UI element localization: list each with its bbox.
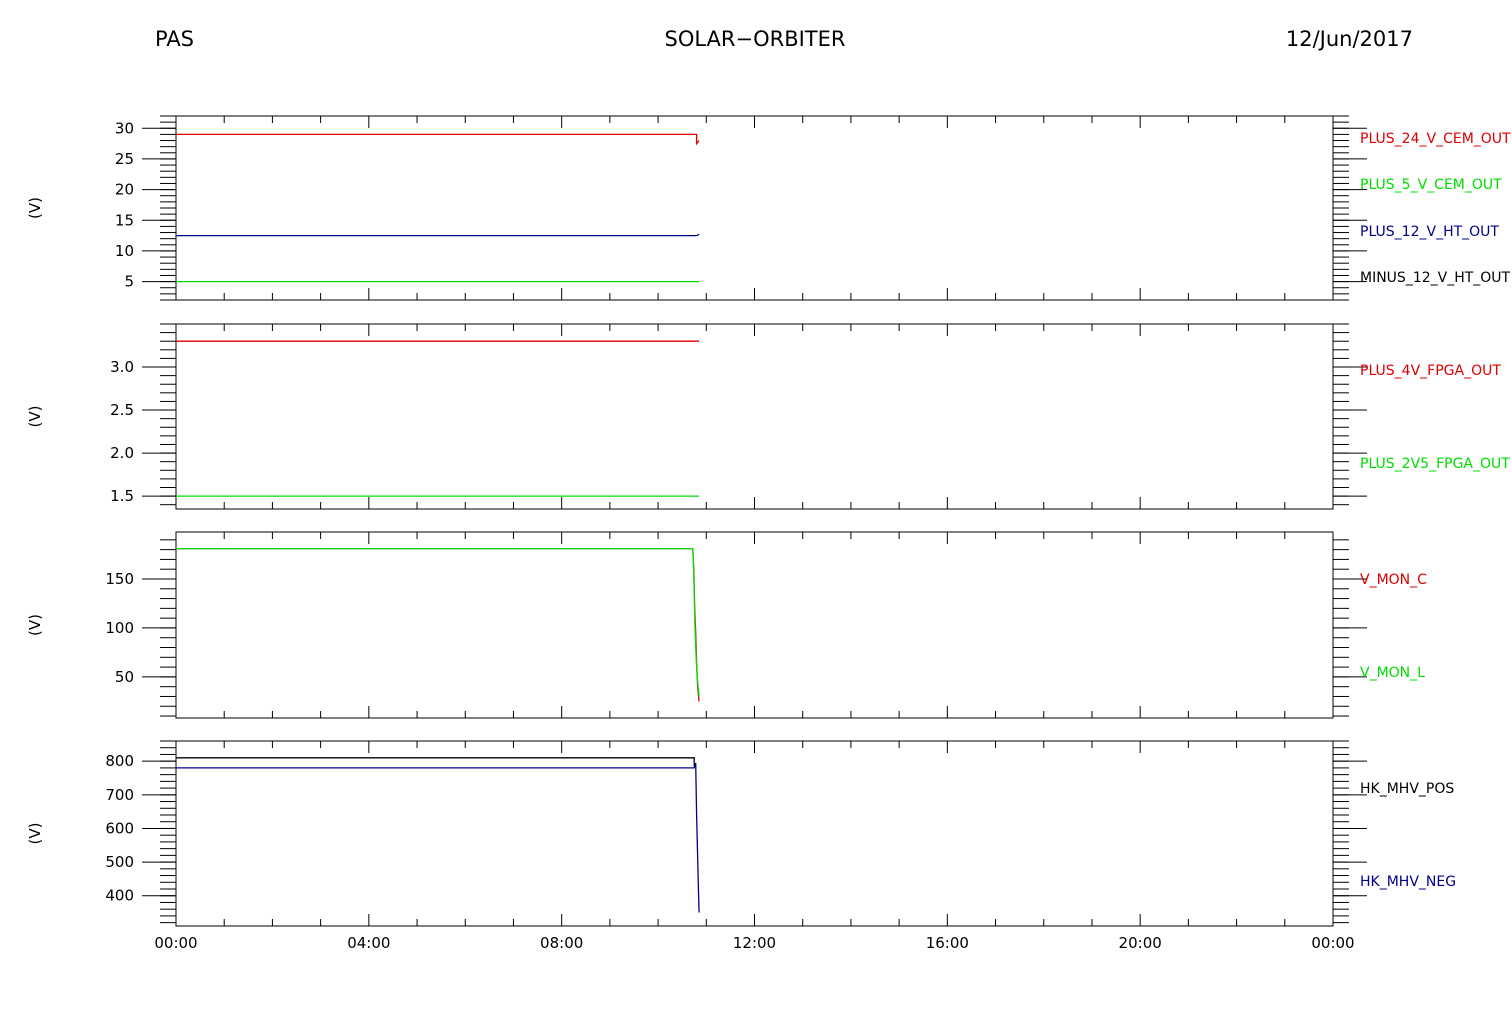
panel-2-y-tick-label: 2.0 [110,444,134,462]
panel-3-y-tick-label: 100 [105,619,134,637]
panel-3-frame [175,531,1334,719]
legend-plus-2v5-fpga-out: PLUS_2V5_FPGA_OUT [1360,456,1510,472]
x-tick-label: 20:00 [1119,934,1162,952]
panel-4-frame [175,740,1334,927]
x-tick-label: 04:00 [347,934,390,952]
panel-4-y-axis-label: (V) [26,823,44,845]
panel-4-y-tick-label: 700 [105,786,134,804]
header-title: SOLAR−ORBITER [664,27,845,51]
panel-4-y-tick-label: 600 [105,819,134,837]
legend-plus-4v-fpga-out: PLUS_4V_FPGA_OUT [1360,363,1501,379]
panel-1-y-tick-label: 30 [115,119,134,137]
panel-2-y-tick-label: 1.5 [110,487,134,505]
series-line-hk-mhv-pos [176,757,695,767]
series-line-v-mon-l [176,547,700,697]
x-tick-label: 16:00 [926,934,969,952]
header-left: PAS [155,27,194,51]
legend-hk-mhv-neg: HK_MHV_NEG [1360,874,1456,890]
series-line-plus-24-v-cem-out [176,133,700,146]
x-tick-label: 12:00 [733,934,776,952]
panel-3-y-tick-label: 150 [105,570,134,588]
panel-1-y-tick-label: 10 [115,242,134,260]
panel-1-y-tick-label: 5 [124,273,134,291]
panel-3-y-tick-label: 50 [115,668,134,686]
panel-1-frame [175,115,1334,301]
series-line-hk-mhv-neg [176,762,700,913]
header-date: 12/Jun/2017 [1286,27,1413,51]
legend-minus-12-v-ht-out: MINUS_12_V_HT_OUT [1360,270,1511,286]
x-tick-label: 08:00 [540,934,583,952]
panel-4-y-tick-label: 400 [105,887,134,905]
panel-1-y-tick-label: 15 [115,211,134,229]
series-line-v-mon-c [176,547,700,702]
panel-1-y-tick-label: 25 [115,150,134,168]
panel-2-frame [175,323,1334,510]
panel-4-y-tick-label: 500 [105,853,134,871]
legend-hk-mhv-pos: HK_MHV_POS [1360,781,1454,797]
panel-1-y-axis-label: (V) [26,197,44,219]
panel-4-y-tick-label: 800 [105,752,134,770]
legend-plus-5-v-cem-out: PLUS_5_V_CEM_OUT [1360,177,1502,193]
panel-2-y-axis-label: (V) [26,406,44,428]
panel-1-y-tick-label: 20 [115,181,134,199]
legend-plus-12-v-ht-out: PLUS_12_V_HT_OUT [1360,224,1499,240]
x-tick-label: 00:00 [154,934,197,952]
x-tick-label: 00:00 [1311,934,1354,952]
legend-v-mon-c: V_MON_C [1360,572,1427,588]
legend-plus-24-v-cem-out: PLUS_24_V_CEM_OUT [1360,131,1511,147]
panel-3-y-axis-label: (V) [26,614,44,636]
series-line-plus-12-v-ht-out [176,233,700,237]
panel-2-y-tick-label: 3.0 [110,358,134,376]
panel-2-y-tick-label: 2.5 [110,401,134,419]
legend-v-mon-l: V_MON_L [1360,665,1425,681]
